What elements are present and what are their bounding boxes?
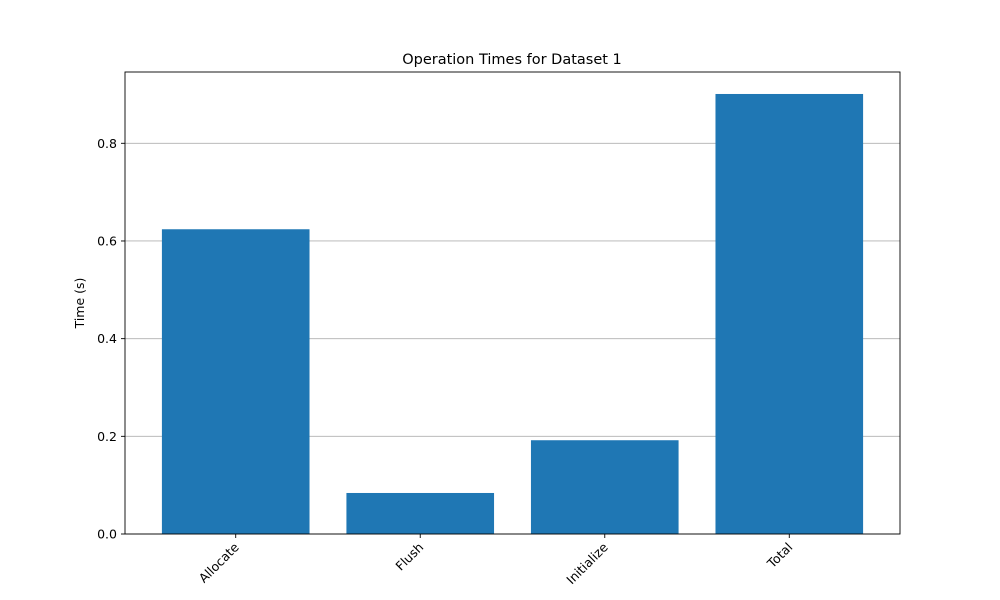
bar-initialize — [530, 440, 679, 534]
y-tick-label: 0.0 — [97, 527, 117, 542]
bar-allocate — [161, 229, 310, 535]
y-tick-label: 0.4 — [97, 331, 117, 346]
y-axis-label: Time (s) — [72, 278, 87, 330]
y-tick-label: 0.8 — [97, 136, 117, 151]
y-tick-label: 0.6 — [97, 233, 117, 248]
bar-total — [715, 93, 864, 534]
y-tick-label: 0.2 — [97, 429, 117, 444]
bar-flush — [346, 492, 495, 534]
bars — [161, 93, 864, 535]
chart-title: Operation Times for Dataset 1 — [402, 52, 622, 68]
plot-frame — [124, 71, 901, 535]
y-axis-ticks: 0.0 0.2 0.4 0.6 0.8 — [97, 136, 125, 542]
